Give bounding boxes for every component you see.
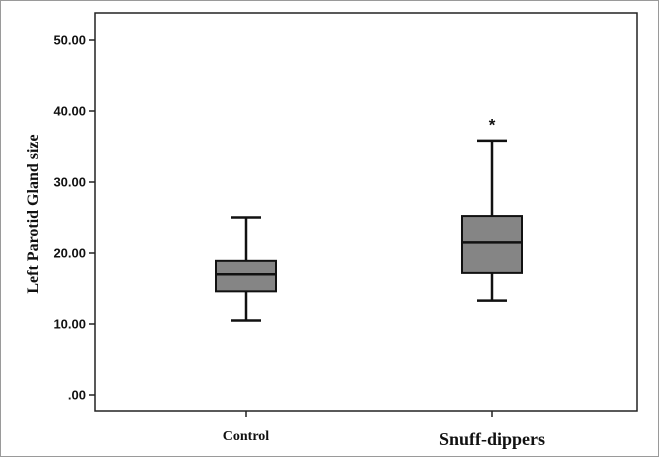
x-axis: Control Snuff-dippers bbox=[223, 411, 545, 449]
iqr-box bbox=[461, 215, 523, 274]
box-snuff-dippers: * bbox=[461, 116, 523, 302]
y-tick-label: 10.00 bbox=[53, 317, 86, 332]
y-tick-label: 50.00 bbox=[53, 33, 86, 48]
box-control bbox=[215, 216, 277, 322]
y-tick-label: 40.00 bbox=[53, 104, 86, 119]
y-tick-label: 30.00 bbox=[53, 175, 86, 190]
y-axis-title: Left Parotid Gland size bbox=[25, 134, 42, 293]
boxes-layer: * bbox=[215, 116, 523, 322]
outlier-marker: * bbox=[489, 116, 496, 135]
iqr-box bbox=[215, 259, 277, 293]
x-tick-label: Snuff-dippers bbox=[439, 429, 545, 449]
plot-area-frame bbox=[94, 12, 638, 412]
x-tick-label: Control bbox=[223, 429, 270, 444]
y-axis: .00 10.00 20.00 30.00 40.00 50.00 bbox=[53, 33, 95, 403]
y-tick-label: 20.00 bbox=[53, 246, 86, 261]
y-tick-label: .00 bbox=[68, 388, 86, 403]
